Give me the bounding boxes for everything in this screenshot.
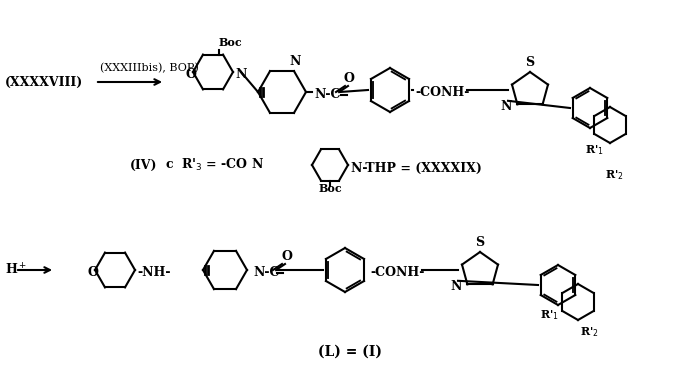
Text: N: N xyxy=(289,55,301,68)
Text: R'$_2$: R'$_2$ xyxy=(580,325,599,339)
Text: (IV): (IV) xyxy=(130,159,157,171)
Text: O: O xyxy=(281,250,292,262)
Text: S: S xyxy=(475,236,484,248)
Text: -NH-: -NH- xyxy=(137,266,171,280)
Text: N-C: N-C xyxy=(253,266,280,280)
Text: O: O xyxy=(344,72,355,84)
Text: (L) = (I): (L) = (I) xyxy=(318,345,382,359)
Text: R'$_1$: R'$_1$ xyxy=(585,143,604,157)
Text: N: N xyxy=(450,280,461,293)
Text: -CONH-: -CONH- xyxy=(370,266,424,280)
Text: Boc: Boc xyxy=(318,183,342,194)
Text: R'$_2$: R'$_2$ xyxy=(605,168,624,182)
Text: N-THP = (XXXXIX): N-THP = (XXXXIX) xyxy=(351,161,482,174)
Text: N: N xyxy=(235,69,246,81)
Text: (XXXIIIbis), BOP): (XXXIIIbis), BOP) xyxy=(100,63,199,73)
Text: O: O xyxy=(185,69,196,81)
Text: H$^+$: H$^+$ xyxy=(5,262,27,278)
Text: S: S xyxy=(525,55,534,69)
Text: -CONH-: -CONH- xyxy=(415,87,469,99)
Text: N-C: N-C xyxy=(314,88,340,102)
Text: N: N xyxy=(500,100,512,113)
Text: (XXXXVIII): (XXXXVIII) xyxy=(5,76,83,88)
Text: c  R'$_3$ = -CO N: c R'$_3$ = -CO N xyxy=(165,157,264,173)
Text: R'$_1$: R'$_1$ xyxy=(540,308,559,322)
Text: Boc: Boc xyxy=(219,37,243,48)
Text: O: O xyxy=(87,266,98,280)
